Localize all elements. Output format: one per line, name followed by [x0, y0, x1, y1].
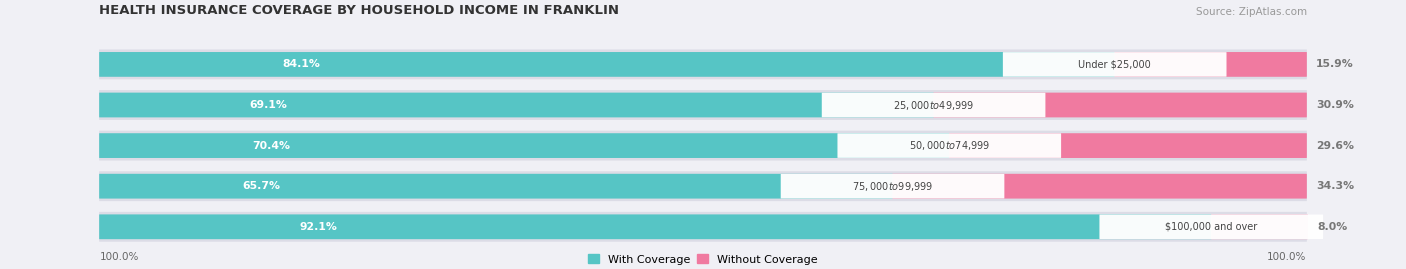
Text: Source: ZipAtlas.com: Source: ZipAtlas.com [1195, 6, 1306, 16]
Text: 100.0%: 100.0% [1267, 252, 1306, 262]
Text: $25,000 to $49,999: $25,000 to $49,999 [893, 98, 974, 112]
Text: 84.1%: 84.1% [283, 59, 321, 69]
Text: 100.0%: 100.0% [100, 252, 139, 262]
FancyBboxPatch shape [100, 133, 949, 158]
FancyBboxPatch shape [1115, 52, 1306, 77]
FancyBboxPatch shape [100, 212, 1306, 242]
Text: Under $25,000: Under $25,000 [1078, 59, 1152, 69]
FancyBboxPatch shape [100, 93, 934, 117]
Text: 34.3%: 34.3% [1316, 181, 1354, 191]
FancyBboxPatch shape [780, 174, 1004, 199]
Text: $50,000 to $74,999: $50,000 to $74,999 [908, 139, 990, 152]
FancyBboxPatch shape [100, 214, 1212, 239]
FancyBboxPatch shape [100, 52, 1115, 77]
FancyBboxPatch shape [893, 174, 1306, 199]
Text: HEALTH INSURANCE COVERAGE BY HOUSEHOLD INCOME IN FRANKLIN: HEALTH INSURANCE COVERAGE BY HOUSEHOLD I… [100, 3, 620, 16]
FancyBboxPatch shape [821, 93, 1046, 117]
Text: 15.9%: 15.9% [1316, 59, 1354, 69]
Legend: With Coverage, Without Coverage: With Coverage, Without Coverage [583, 250, 823, 269]
Text: 29.6%: 29.6% [1316, 141, 1354, 151]
FancyBboxPatch shape [100, 131, 1306, 161]
FancyBboxPatch shape [100, 174, 893, 199]
FancyBboxPatch shape [100, 90, 1306, 120]
Text: 92.1%: 92.1% [299, 222, 337, 232]
FancyBboxPatch shape [934, 93, 1306, 117]
Text: 8.0%: 8.0% [1317, 222, 1348, 232]
Text: 30.9%: 30.9% [1316, 100, 1354, 110]
Text: 65.7%: 65.7% [242, 181, 280, 191]
FancyBboxPatch shape [1099, 215, 1323, 239]
Text: $75,000 to $99,999: $75,000 to $99,999 [852, 180, 934, 193]
FancyBboxPatch shape [1211, 214, 1308, 239]
FancyBboxPatch shape [1002, 52, 1226, 77]
FancyBboxPatch shape [100, 171, 1306, 201]
Text: 69.1%: 69.1% [249, 100, 287, 110]
Text: $100,000 and over: $100,000 and over [1166, 222, 1257, 232]
FancyBboxPatch shape [838, 133, 1062, 158]
FancyBboxPatch shape [949, 133, 1306, 158]
FancyBboxPatch shape [100, 49, 1306, 79]
Text: 70.4%: 70.4% [252, 141, 291, 151]
